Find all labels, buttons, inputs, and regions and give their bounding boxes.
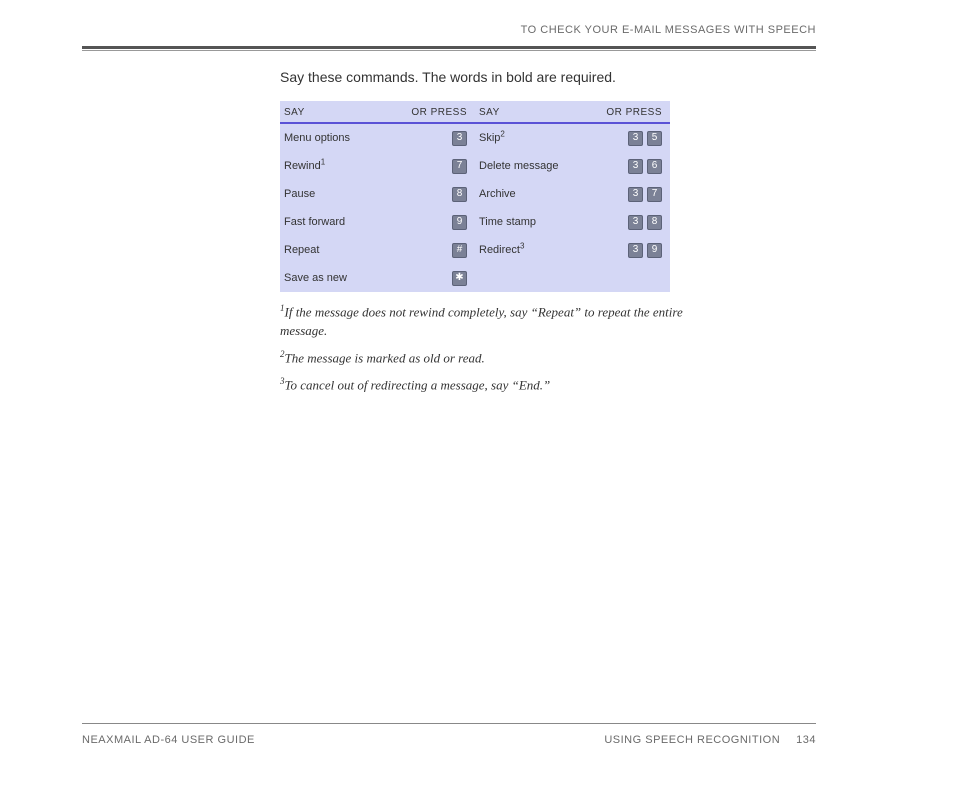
press-cell: ✱ — [452, 271, 467, 286]
keypad-key: 8 — [452, 187, 467, 202]
say-cell: Fast forward — [284, 216, 345, 228]
footnote-ref: 2 — [500, 129, 504, 138]
footnotes: 1If the message does not rewind complete… — [280, 302, 730, 395]
press-cell: 8 — [452, 187, 467, 202]
say-cell: Archive — [479, 188, 516, 200]
column-header: SAY OR PRESS — [280, 101, 475, 124]
header-rule-thick — [82, 46, 816, 49]
header-press: OR PRESS — [411, 107, 467, 118]
keypad-key: 9 — [647, 243, 662, 258]
say-cell: Time stamp — [479, 216, 536, 228]
content-area: Say these commands. The words in bold ar… — [280, 69, 816, 395]
keypad-key: 6 — [647, 159, 662, 174]
press-cell: 9 — [452, 215, 467, 230]
keypad-key: 3 — [628, 187, 643, 202]
header-say: SAY — [284, 107, 305, 118]
table-row: Redirect339 — [475, 236, 670, 264]
keypad-key: 3 — [628, 215, 643, 230]
keypad-key: 8 — [647, 215, 662, 230]
header-rule-thin — [82, 50, 816, 51]
footer-section: USING SPEECH RECOGNITION — [604, 734, 780, 746]
header-say: SAY — [479, 107, 500, 118]
keypad-key: 3 — [628, 243, 643, 258]
footnote: 2The message is marked as old or read. — [280, 348, 730, 368]
say-cell: Skip2 — [479, 132, 505, 144]
table-row: Save as new ✱ — [280, 264, 475, 292]
footer-left: NEAXMAIL AD-64 USER GUIDE — [82, 734, 255, 746]
footnote-ref: 1 — [321, 157, 325, 166]
footnote-number: 3 — [280, 376, 285, 386]
say-cell: Repeat — [284, 244, 319, 256]
press-cell: 7 — [452, 159, 467, 174]
say-cell: Pause — [284, 188, 315, 200]
table-row: Fast forward 9 — [280, 208, 475, 236]
table-row: Delete message 36 — [475, 152, 670, 180]
keypad-key: 5 — [647, 131, 662, 146]
footer-rule — [82, 723, 816, 724]
say-cell: Delete message — [479, 160, 559, 172]
table-row: Skip2 35 — [475, 124, 670, 152]
keypad-key: ✱ — [452, 271, 467, 286]
footnote-number: 2 — [280, 349, 285, 359]
footnote-ref: 3 — [520, 241, 524, 250]
keypad-key: 7 — [647, 187, 662, 202]
table-row: Archive 37 — [475, 180, 670, 208]
table-row: Rewind1 7 — [280, 152, 475, 180]
say-cell: Redirect3 — [479, 244, 524, 256]
footer: NEAXMAIL AD-64 USER GUIDE USING SPEECH R… — [82, 723, 816, 746]
keypad-key: 3 — [628, 159, 643, 174]
keypad-key: 3 — [628, 131, 643, 146]
press-cell: 38 — [628, 215, 662, 230]
document-page: TO CHECK YOUR E-MAIL MESSAGES WITH SPEEC… — [0, 0, 954, 786]
table-row: Time stamp 38 — [475, 208, 670, 236]
table-right-column: SAY OR PRESS Skip235Delete message36Arch… — [475, 101, 670, 292]
page-header-title: TO CHECK YOUR E-MAIL MESSAGES WITH SPEEC… — [82, 24, 816, 36]
say-cell: Rewind1 — [284, 160, 325, 172]
command-table: SAY OR PRESS Menu options 3 Rewind1 7 Pause 8… — [280, 101, 670, 292]
table-row: Repeat # — [280, 236, 475, 264]
table-row: Menu options 3 — [280, 124, 475, 152]
keypad-key: 3 — [452, 131, 467, 146]
table-row: Pause 8 — [280, 180, 475, 208]
say-cell: Menu options — [284, 132, 350, 144]
say-cell: Save as new — [284, 272, 347, 284]
press-cell: 39 — [628, 243, 662, 258]
keypad-key: # — [452, 243, 467, 258]
intro-text: Say these commands. The words in bold ar… — [280, 69, 816, 85]
footnote: 1If the message does not rewind complete… — [280, 302, 730, 340]
column-header: SAY OR PRESS — [475, 101, 670, 124]
footnote: 3To cancel out of redirecting a message,… — [280, 375, 730, 395]
keypad-key: 9 — [452, 215, 467, 230]
press-cell: 3 — [452, 131, 467, 146]
keypad-key: 7 — [452, 159, 467, 174]
press-cell: 36 — [628, 159, 662, 174]
header-press: OR PRESS — [606, 107, 662, 118]
footnote-number: 1 — [280, 303, 285, 313]
press-cell: 35 — [628, 131, 662, 146]
table-left-column: SAY OR PRESS Menu options 3 Rewind1 7 Pause 8… — [280, 101, 475, 292]
footer-page-number: 134 — [796, 734, 816, 746]
press-cell: 37 — [628, 187, 662, 202]
press-cell: # — [452, 243, 467, 258]
